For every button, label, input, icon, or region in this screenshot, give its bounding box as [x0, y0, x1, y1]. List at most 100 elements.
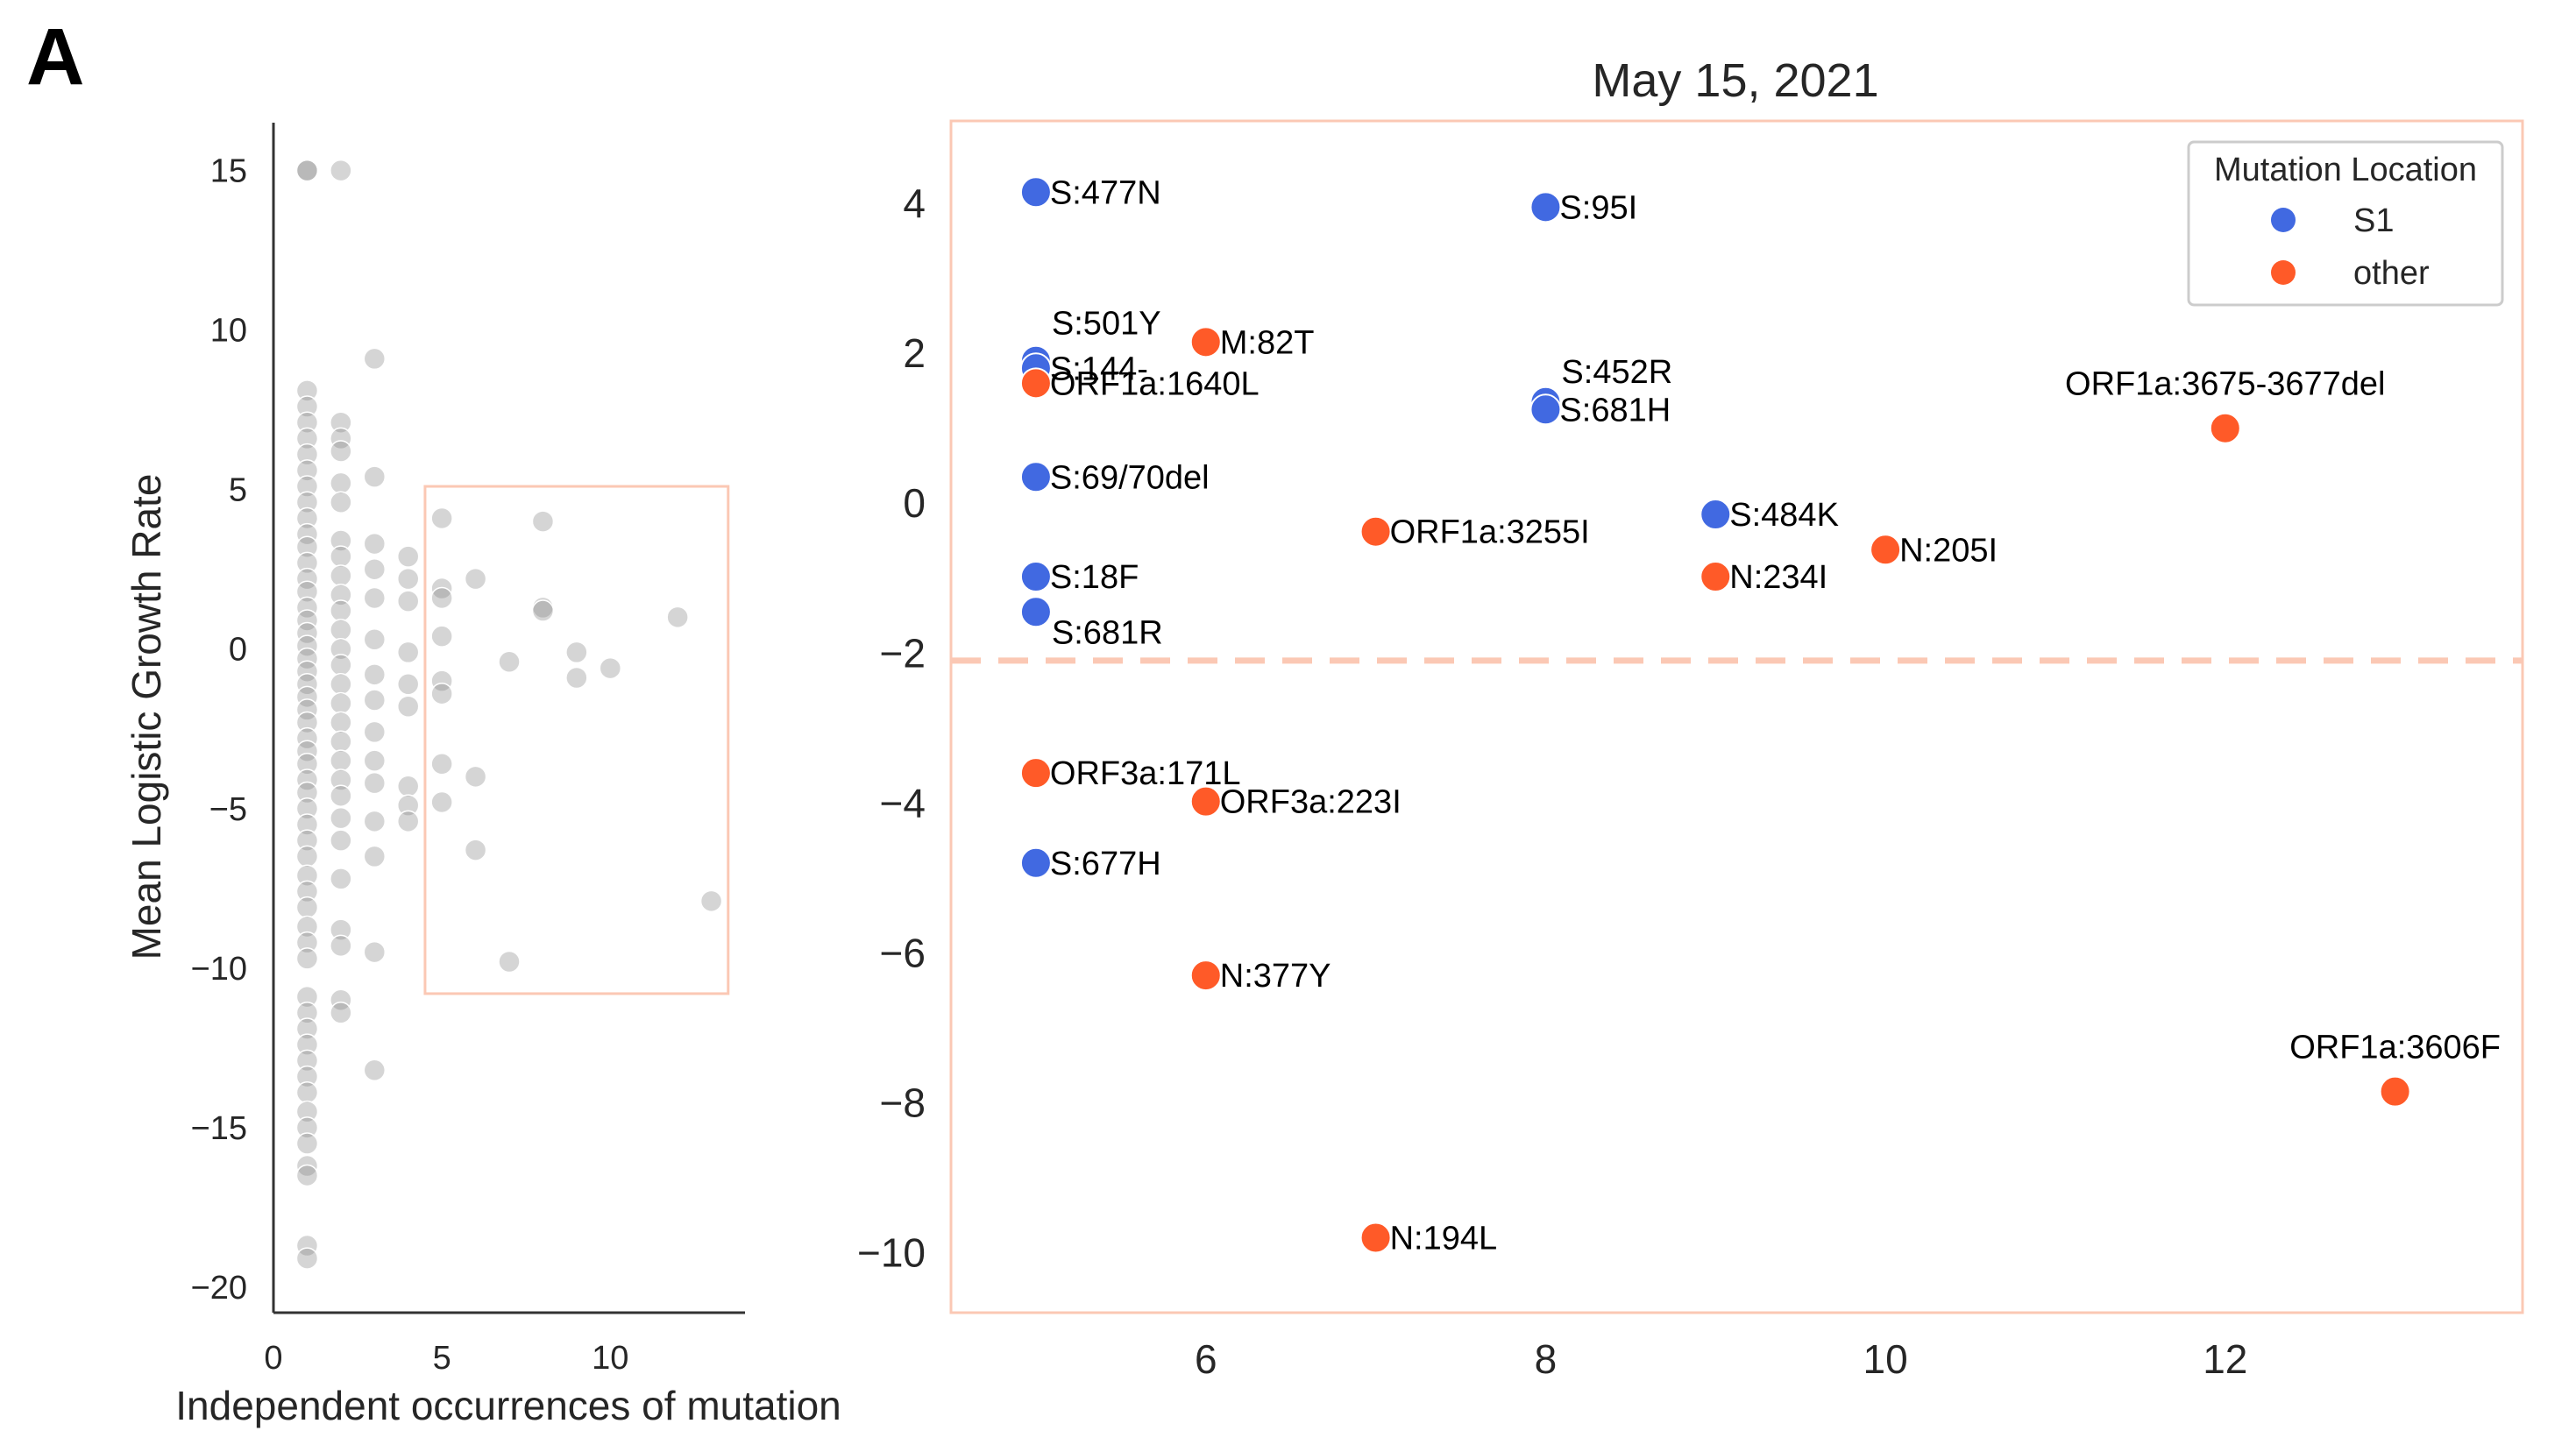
left-point [295, 813, 319, 836]
left-point [295, 753, 319, 776]
left-point [295, 1116, 319, 1139]
left-point [565, 666, 588, 690]
left-y-tick-label: −20 [191, 1270, 247, 1307]
right-y-tick-label: 4 [903, 181, 926, 226]
left-point [363, 663, 387, 686]
left-point [330, 918, 352, 941]
left-point [295, 1132, 319, 1155]
left-point [295, 740, 319, 762]
left-point [363, 810, 387, 833]
left-point [295, 580, 319, 603]
left-point [363, 749, 387, 772]
point-s-681h [1529, 393, 1562, 426]
point-label: ORF1a:3606F [2289, 1030, 2501, 1066]
left-point [295, 567, 319, 591]
left-point [330, 529, 352, 552]
point-s-69-70del [1019, 461, 1052, 493]
left-point [464, 765, 487, 789]
point-label: ORF1a:3675-3677del [2065, 366, 2385, 403]
left-point [330, 829, 352, 852]
left-point [531, 510, 555, 533]
left-point [295, 1234, 319, 1257]
left-point [295, 829, 319, 852]
right-y-tick-label: −6 [880, 930, 926, 975]
right-chart-title: May 15, 2021 [1592, 54, 1878, 107]
legend-marker-s1 [2271, 208, 2296, 232]
left-point [295, 522, 319, 546]
right-y-tick-label: 0 [903, 480, 926, 526]
left-y-tick-label: 15 [210, 153, 247, 190]
left-point [295, 660, 319, 683]
left-scatter-panel: 15 10 5 0 −5 −10 −15 −20 0 5 10 Independent occur… [124, 123, 841, 1428]
left-point [363, 940, 387, 964]
left-y-tick-label: 5 [229, 472, 247, 509]
left-point [430, 577, 453, 600]
left-point [295, 1164, 319, 1187]
left-point [330, 768, 352, 791]
point-orf1a-3675-3677del [2209, 412, 2241, 444]
point-label: ORF3a:171L [1050, 755, 1241, 792]
point-n-377y [1189, 960, 1222, 992]
point-n-194l [1359, 1222, 1392, 1254]
left-point [295, 621, 319, 645]
left-point [330, 440, 352, 463]
left-point [295, 459, 319, 482]
legend-marker-other [2271, 260, 2296, 285]
point-n-234i [1700, 561, 1732, 593]
left-point [295, 1002, 319, 1024]
left-point [330, 411, 352, 434]
left-point [330, 1002, 352, 1024]
point-label: N:194L [1390, 1220, 1498, 1257]
left-point [330, 988, 352, 1011]
point-label: ORF1a:3255I [1390, 514, 1590, 551]
point-label: ORF1a:1640L [1050, 365, 1260, 402]
left-point [330, 654, 352, 676]
left-point [363, 586, 387, 610]
left-point [295, 673, 319, 696]
left-point [295, 931, 319, 954]
left-y-tick-label: 0 [229, 632, 247, 669]
left-point [330, 868, 352, 890]
point-label: S:501Y [1052, 306, 1161, 343]
left-point [363, 628, 387, 651]
left-x-tick-label: 0 [264, 1340, 282, 1377]
point-n-205i [1870, 534, 1902, 566]
left-point [295, 896, 319, 919]
right-y-tick-label: −2 [880, 630, 926, 676]
right-y-ticks: 4 2 0 −2 −4 −6 −8 −10 [857, 181, 926, 1275]
left-point [295, 491, 319, 514]
left-point [396, 695, 420, 719]
left-point [363, 557, 387, 581]
point-label: S:681H [1559, 392, 1671, 429]
point-label: S:677H [1050, 846, 1161, 882]
left-point [464, 839, 487, 861]
left-point [295, 427, 319, 450]
left-point [430, 625, 453, 648]
left-point [330, 749, 352, 772]
right-y-tick-label: −8 [880, 1080, 926, 1126]
left-point [295, 1081, 319, 1104]
legend-frame [2187, 140, 2504, 307]
left-point [295, 698, 319, 721]
left-x-tick-label: 5 [433, 1340, 451, 1377]
left-point [396, 673, 420, 696]
left-point [396, 545, 420, 568]
left-point [330, 471, 352, 495]
left-point [295, 411, 319, 434]
point-label: ORF3a:223I [1220, 784, 1402, 821]
left-x-tick-label: 10 [592, 1340, 628, 1377]
left-point [396, 590, 420, 613]
point-label: S:681R [1052, 614, 1163, 651]
legend-title: Mutation Location [2214, 152, 2477, 188]
left-point [396, 567, 420, 591]
left-point [330, 730, 352, 754]
left-point [295, 781, 319, 804]
left-point [295, 596, 319, 620]
left-point [430, 669, 453, 692]
left-y-ticks: 15 10 5 0 −5 −10 −15 −20 [191, 153, 247, 1307]
left-point [699, 889, 723, 913]
panel-label: A [26, 12, 84, 102]
left-point [295, 726, 319, 750]
left-point [363, 845, 387, 868]
